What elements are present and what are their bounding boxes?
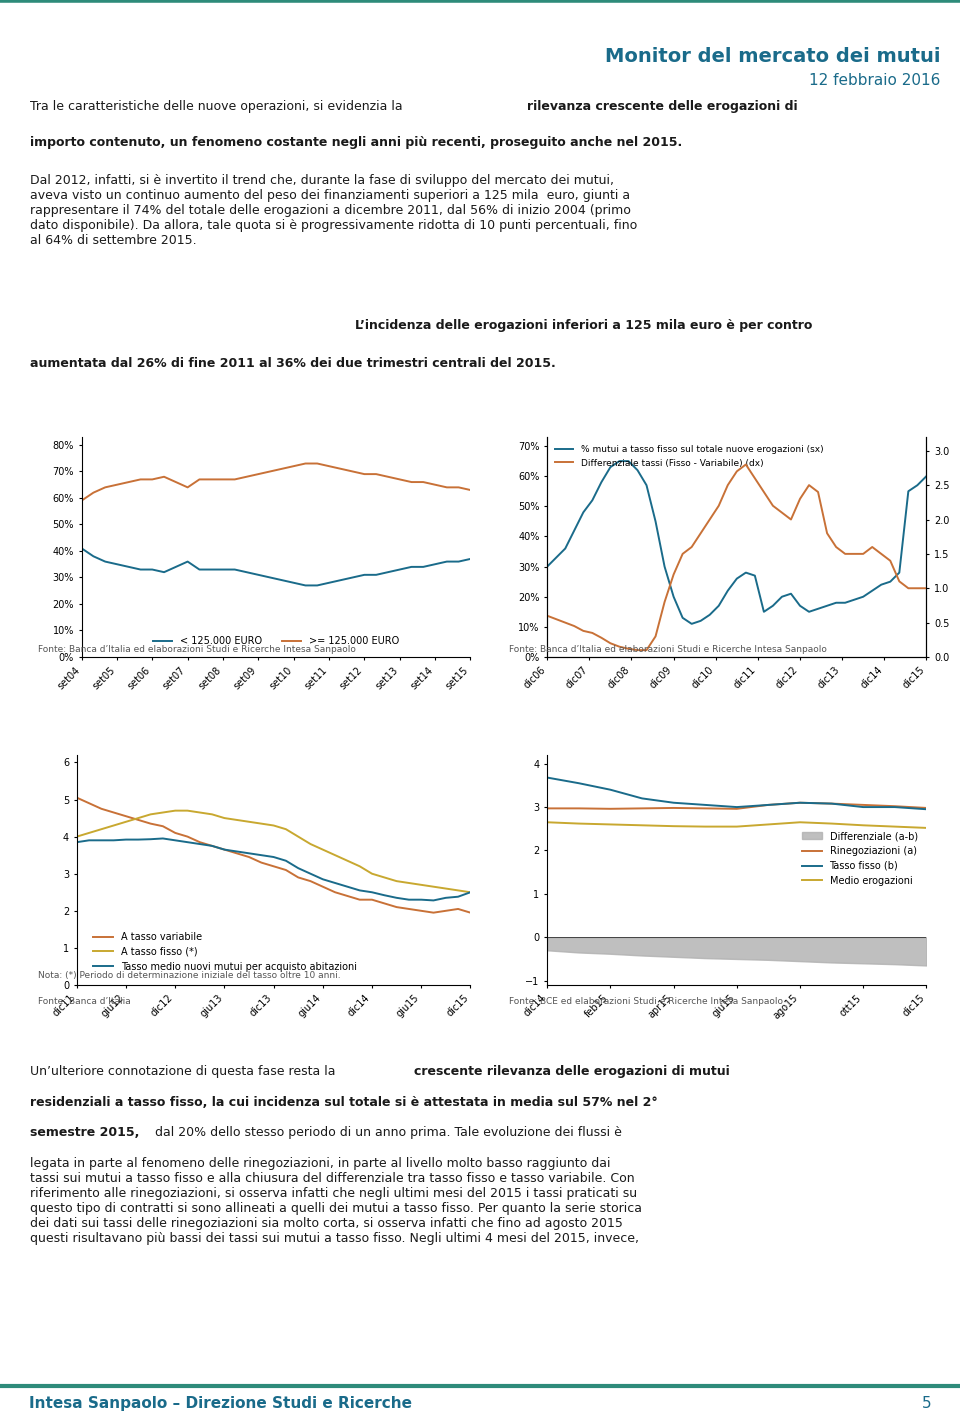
Text: Un’ulteriore connotazione di questa fase resta la: Un’ulteriore connotazione di questa fase… (30, 1064, 340, 1079)
Text: (% sul totale finanziamenti a famiglie consumatrici per: (% sul totale finanziamenti a famiglie c… (42, 414, 378, 423)
Text: Fonte: Banca d’Italia ed elaborazioni Studi e Ricerche Intesa Sanpaolo: Fonte: Banca d’Italia ed elaborazioni St… (509, 645, 827, 654)
Legend: < 125.000 EURO, >= 125.000 EURO: < 125.000 EURO, >= 125.000 EURO (149, 632, 403, 649)
Text: Intesa Sanpaolo – Direzione Studi e Ricerche: Intesa Sanpaolo – Direzione Studi e Rice… (29, 1397, 412, 1411)
Text: Tassi sui nuovi prestiti a famiglie per acquisto abitazioni (%): Tassi sui nuovi prestiti a famiglie per … (42, 728, 413, 737)
Text: Erogazioni di prestiti per l’acquisto dell’abitazione: a tasso fisso: Erogazioni di prestiti per l’acquisto de… (513, 405, 907, 415)
Text: L’incidenza delle erogazioni inferiori a 125 mila euro è per contro: L’incidenza delle erogazioni inferiori a… (355, 318, 812, 333)
Text: Fonte: BCE ed elaborazioni Studi e Ricerche Intesa Sanpaolo: Fonte: BCE ed elaborazioni Studi e Ricer… (509, 996, 782, 1006)
Legend: A tasso variabile, A tasso fisso (*), Tasso medio nuovi mutui per acquisto abita: A tasso variabile, A tasso fisso (*), Ta… (89, 928, 361, 976)
Text: Tasso medio sulle rinegoziazioni a confronto con quello sui: Tasso medio sulle rinegoziazioni a confr… (513, 723, 873, 733)
Legend: Differenziale (a-b), Rinegoziazioni (a), Tasso fisso (b), Medio erogazioni: Differenziale (a-b), Rinegoziazioni (a),… (799, 827, 922, 890)
Text: importo contenuto, un fenomeno costante negli anni più recenti, proseguito anche: importo contenuto, un fenomeno costante … (30, 136, 683, 149)
Text: Tra le caratteristiche delle nuove operazioni, si evidenzia la: Tra le caratteristiche delle nuove opera… (30, 99, 407, 114)
Text: Dal 2012, infatti, si è invertito il trend che, durante la fase di sviluppo del : Dal 2012, infatti, si è invertito il tre… (30, 173, 637, 247)
Text: residenziali a tasso fisso, la cui incidenza sul totale si è attestata in media : residenziali a tasso fisso, la cui incid… (30, 1096, 658, 1108)
Text: crescente rilevanza delle erogazioni di mutui: crescente rilevanza delle erogazioni di … (415, 1064, 731, 1079)
Text: Monitor del mercato dei mutui: Monitor del mercato dei mutui (606, 47, 941, 65)
Text: dal 20% dello stesso periodo di un anno prima. Tale evoluzione dei flussi è: dal 20% dello stesso periodo di un anno … (151, 1125, 622, 1140)
Text: aumentata dal 26% di fine 2011 al 36% dei due trimestri centrali del 2015.: aumentata dal 26% di fine 2011 al 36% de… (30, 357, 556, 369)
Legend: % mutui a tasso fisso sul totale nuove erogazioni (sx), Differenziale tassi (Fis: % mutui a tasso fisso sul totale nuove e… (552, 442, 827, 472)
Text: legata in parte al fenomeno delle rinegoziazioni, in parte al livello molto bass: legata in parte al fenomeno delle rinego… (30, 1157, 642, 1245)
Text: 5: 5 (922, 1397, 931, 1411)
Text: Fonte: Banca d’Italia: Fonte: Banca d’Italia (38, 996, 132, 1006)
Text: nuovi mutui a tasso fisso (%): nuovi mutui a tasso fisso (%) (513, 742, 691, 752)
Text: Erogazioni trimestrali per classi di grandezza dell’accordato: Erogazioni trimestrali per classi di gra… (42, 399, 411, 409)
Text: in % sul totale e differenziale tassi, tra fisso e variabile: in % sul totale e differenziale tassi, t… (513, 425, 852, 435)
Text: Fonte: Banca d’Italia ed elaborazioni Studi e Ricerche Intesa Sanpaolo: Fonte: Banca d’Italia ed elaborazioni St… (38, 645, 356, 654)
Text: semestre 2015,: semestre 2015, (30, 1125, 139, 1140)
Text: rilevanza crescente delle erogazioni di: rilevanza crescente delle erogazioni di (527, 99, 797, 114)
Text: 12 febbraio 2016: 12 febbraio 2016 (809, 72, 941, 88)
Text: Nota: (*) Periodo di determinazione iniziale del tasso oltre 10 anni.: Nota: (*) Periodo di determinazione iniz… (38, 971, 341, 980)
Text: acquisto abitazioni): acquisto abitazioni) (42, 426, 163, 436)
